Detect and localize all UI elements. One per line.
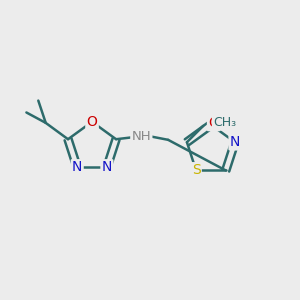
Text: CH₃: CH₃ — [213, 116, 236, 129]
Text: NH: NH — [131, 130, 151, 143]
Text: O: O — [87, 115, 98, 129]
Text: O: O — [208, 116, 219, 130]
Text: N: N — [230, 135, 240, 149]
Text: N: N — [102, 160, 112, 175]
Text: S: S — [192, 164, 200, 177]
Text: N: N — [72, 160, 83, 175]
